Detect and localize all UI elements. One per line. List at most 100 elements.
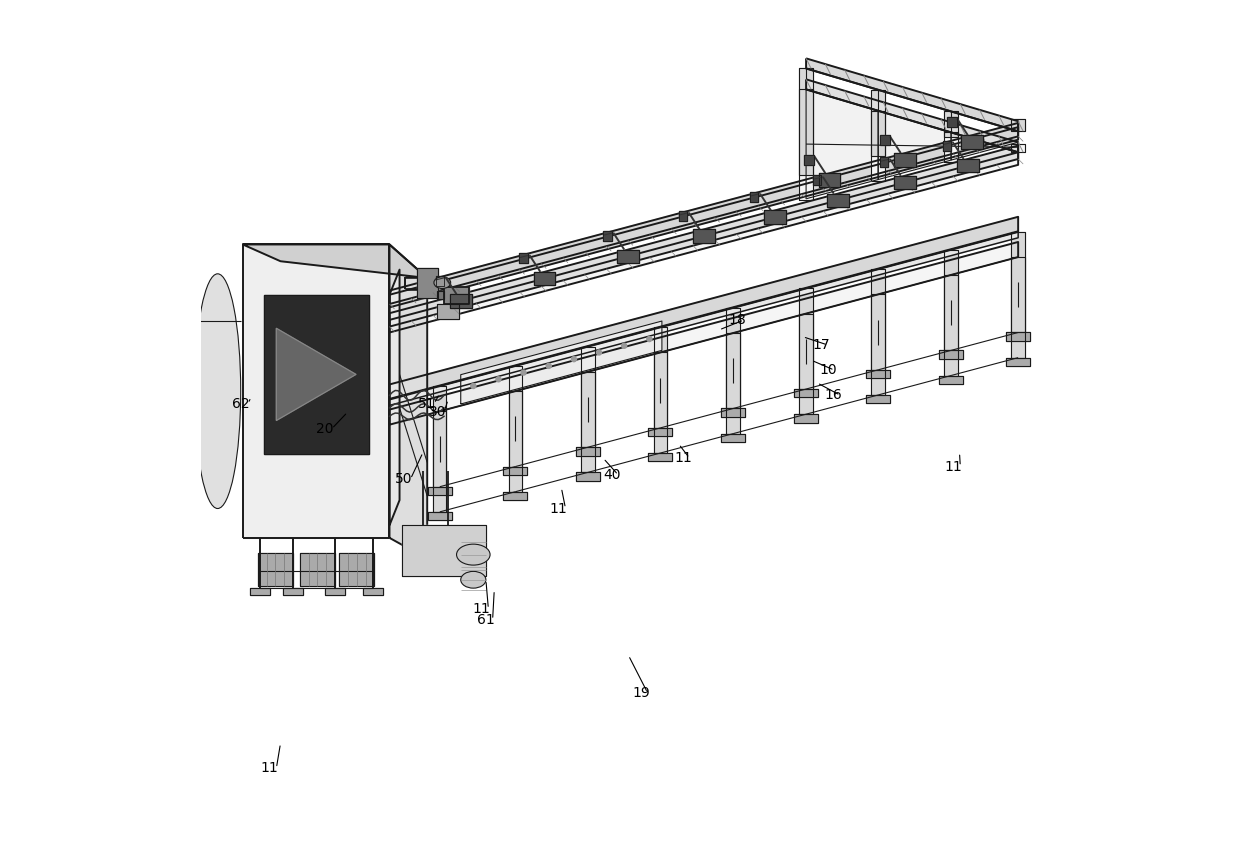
Polygon shape <box>678 211 687 221</box>
Polygon shape <box>1012 144 1025 152</box>
Polygon shape <box>389 245 428 558</box>
Polygon shape <box>794 389 818 398</box>
Polygon shape <box>389 123 1018 304</box>
Polygon shape <box>866 370 890 378</box>
Circle shape <box>547 363 552 368</box>
Polygon shape <box>389 152 1018 332</box>
Polygon shape <box>800 314 812 414</box>
Polygon shape <box>866 395 890 404</box>
Polygon shape <box>433 411 446 512</box>
Polygon shape <box>945 250 957 351</box>
Polygon shape <box>649 453 672 462</box>
Text: 20: 20 <box>316 422 334 436</box>
Circle shape <box>496 377 501 382</box>
Text: 40: 40 <box>603 468 620 482</box>
Polygon shape <box>533 272 556 285</box>
Polygon shape <box>947 117 957 127</box>
Polygon shape <box>389 145 1018 326</box>
Polygon shape <box>653 327 667 428</box>
Text: 10: 10 <box>820 363 837 378</box>
Polygon shape <box>389 231 1018 405</box>
Polygon shape <box>800 288 812 389</box>
Polygon shape <box>872 111 885 181</box>
Polygon shape <box>402 526 486 575</box>
Polygon shape <box>727 333 740 434</box>
Polygon shape <box>957 159 978 172</box>
Polygon shape <box>939 376 963 383</box>
Polygon shape <box>878 111 951 179</box>
Text: 11: 11 <box>549 501 568 516</box>
Polygon shape <box>1012 119 1025 131</box>
Polygon shape <box>800 68 812 175</box>
Polygon shape <box>827 193 849 207</box>
Polygon shape <box>805 155 815 165</box>
Circle shape <box>471 383 476 389</box>
Polygon shape <box>894 153 916 167</box>
Polygon shape <box>277 328 356 420</box>
Polygon shape <box>340 553 374 586</box>
Polygon shape <box>435 276 444 286</box>
Circle shape <box>621 343 626 348</box>
Polygon shape <box>894 176 916 189</box>
Polygon shape <box>577 447 600 456</box>
Text: 30: 30 <box>429 405 446 419</box>
Polygon shape <box>806 79 1018 152</box>
Polygon shape <box>1006 357 1030 366</box>
Ellipse shape <box>456 544 490 565</box>
Polygon shape <box>243 245 389 538</box>
Polygon shape <box>727 308 740 409</box>
Polygon shape <box>794 414 818 422</box>
Polygon shape <box>880 157 888 167</box>
Polygon shape <box>603 231 611 241</box>
Polygon shape <box>389 217 1018 399</box>
Polygon shape <box>764 210 786 224</box>
Polygon shape <box>951 132 1018 160</box>
Polygon shape <box>693 230 714 243</box>
Circle shape <box>572 357 577 362</box>
Text: 11: 11 <box>945 459 962 473</box>
Polygon shape <box>389 242 1018 425</box>
Ellipse shape <box>461 571 486 588</box>
Polygon shape <box>243 245 428 278</box>
Polygon shape <box>750 192 759 202</box>
Polygon shape <box>249 588 269 595</box>
Polygon shape <box>872 90 885 156</box>
Polygon shape <box>300 553 335 586</box>
Polygon shape <box>508 391 522 492</box>
Text: 50: 50 <box>396 472 413 486</box>
Polygon shape <box>508 366 522 467</box>
Polygon shape <box>945 112 957 136</box>
Circle shape <box>521 370 526 375</box>
Text: 61: 61 <box>477 613 495 627</box>
Polygon shape <box>461 321 662 404</box>
Polygon shape <box>806 89 878 198</box>
Text: 17: 17 <box>812 338 830 352</box>
Polygon shape <box>880 135 890 145</box>
Polygon shape <box>283 588 303 595</box>
Text: 51: 51 <box>418 397 436 410</box>
Polygon shape <box>444 288 469 304</box>
Polygon shape <box>818 173 841 187</box>
Polygon shape <box>1012 232 1025 332</box>
Polygon shape <box>653 352 667 453</box>
Text: 11: 11 <box>260 761 279 775</box>
Polygon shape <box>450 294 471 308</box>
Polygon shape <box>649 428 672 436</box>
Polygon shape <box>961 135 983 149</box>
Polygon shape <box>812 175 821 185</box>
Polygon shape <box>939 351 963 359</box>
Text: 19: 19 <box>632 686 650 700</box>
Ellipse shape <box>195 274 241 509</box>
Polygon shape <box>1012 257 1025 357</box>
Polygon shape <box>1006 332 1030 341</box>
Polygon shape <box>618 250 640 263</box>
Polygon shape <box>428 512 451 521</box>
Polygon shape <box>945 275 957 376</box>
Polygon shape <box>582 372 595 473</box>
Polygon shape <box>362 588 383 595</box>
Polygon shape <box>722 409 745 417</box>
Polygon shape <box>582 346 595 447</box>
Polygon shape <box>722 434 745 442</box>
Text: 16: 16 <box>825 389 843 402</box>
Polygon shape <box>800 89 812 200</box>
